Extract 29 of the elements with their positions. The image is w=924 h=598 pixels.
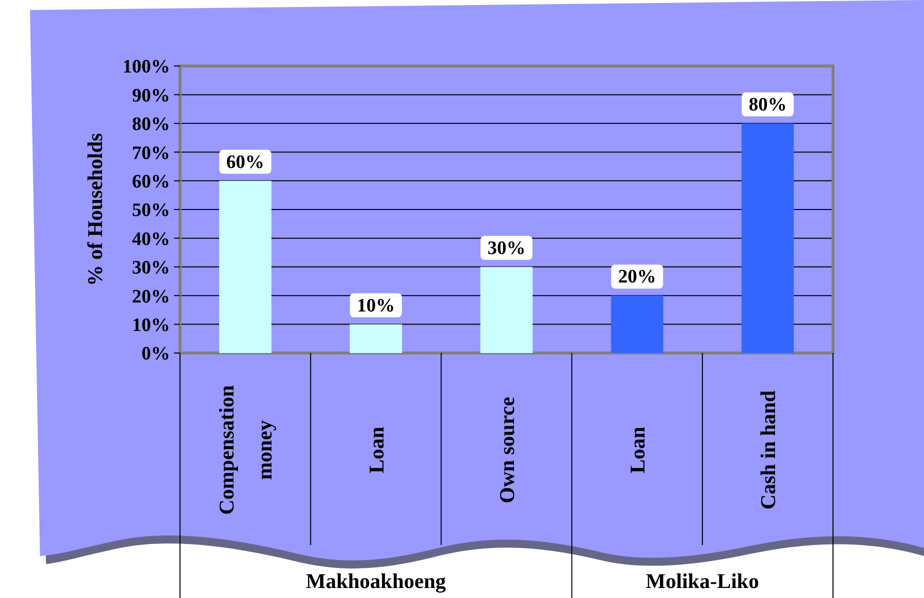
y-tick-label: 100% [122,56,170,78]
y-tick-label: 90% [132,85,170,106]
bar [610,296,664,353]
x-tick-label: Own source [494,396,519,504]
data-label: 80% [748,94,787,116]
bar [219,180,272,353]
y-tick-label: 40% [132,228,170,250]
data-label: 20% [618,266,656,288]
text: Makhoakhoeng [306,569,446,593]
data-label: 60% [226,152,264,173]
y-tick-label: 80% [132,114,170,136]
data-label: 10% [356,295,395,316]
bar [742,123,794,353]
x-tick-label: Compensation money [214,384,277,515]
y-tick-label: 30% [132,258,170,279]
y-axis-title: % of Households [83,133,107,286]
bar [350,324,402,353]
y-tick-label: 10% [132,314,170,336]
data-label: 30% [488,238,526,259]
y-tick-label: 0% [142,344,170,365]
y-tick-label: 20% [132,286,170,308]
y-tick-label: 60% [132,171,170,192]
x-tick-label: Loan [625,426,650,474]
text: Molika-Liko [646,569,759,593]
x-tick-label: Cash in hand [756,390,780,510]
y-tick-label: 70% [132,142,170,164]
x-tick-label: Loan [364,426,388,474]
bar [480,266,533,353]
y-tick-label: 50% [132,200,170,222]
